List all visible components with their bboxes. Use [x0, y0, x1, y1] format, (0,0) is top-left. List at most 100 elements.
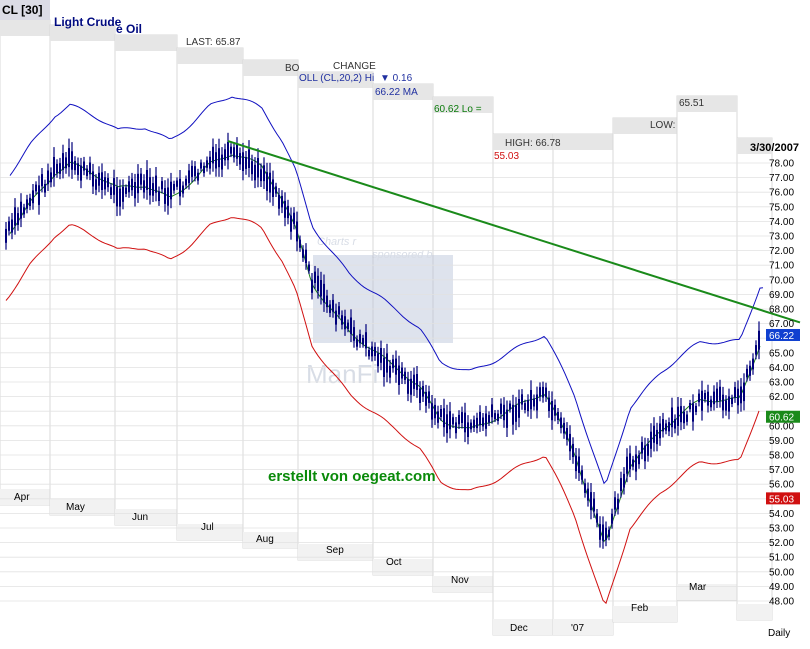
candle-body	[44, 184, 46, 193]
candle-body	[557, 412, 559, 420]
candle-body	[509, 403, 511, 410]
candle-body	[344, 316, 346, 330]
candle-body	[638, 455, 640, 465]
panel-header	[243, 60, 298, 76]
candle-body	[323, 283, 325, 303]
period-label: Daily	[768, 628, 790, 639]
candle-body	[341, 315, 343, 325]
candle-body	[752, 358, 754, 370]
candle-body	[443, 408, 445, 428]
candle-body	[269, 172, 271, 193]
header-low-value: 65.51	[679, 98, 704, 109]
candle-body	[110, 187, 112, 195]
candle-body	[359, 334, 361, 344]
candle-body	[92, 171, 94, 187]
candle-body	[659, 423, 661, 439]
candle-body	[5, 228, 7, 243]
panel-header	[115, 35, 177, 51]
candle-body	[695, 405, 697, 412]
candle-body	[554, 404, 556, 416]
candle-body	[446, 414, 448, 434]
candle-body	[575, 455, 577, 472]
header-last: LAST: 65.87	[186, 37, 241, 48]
candle-body	[620, 478, 622, 492]
candle-body	[581, 470, 583, 480]
header-change: CHANGE	[333, 61, 376, 72]
panel-tile	[432, 96, 494, 593]
candle-body	[149, 177, 151, 196]
candle-body	[113, 178, 115, 195]
candle-body	[758, 330, 760, 350]
candle-body	[131, 178, 133, 191]
candle-body	[644, 445, 646, 462]
candle-body	[281, 195, 283, 208]
candle-body	[80, 165, 82, 181]
candle-body	[191, 165, 193, 177]
header-bol: BO	[285, 63, 300, 74]
candle-body	[689, 403, 691, 410]
panel-tile	[0, 19, 51, 506]
y-tick-label: 73.00	[769, 232, 794, 243]
candle-body	[314, 271, 316, 283]
candle-body	[257, 158, 259, 178]
y-tick-label: 71.00	[769, 261, 794, 272]
watermark-brand: ManFi	[306, 359, 378, 389]
candle-body	[8, 221, 10, 231]
candle-body	[356, 339, 358, 347]
candle-body	[416, 374, 418, 390]
candle-body	[326, 295, 328, 308]
y-tick-label: 51.00	[769, 553, 794, 564]
candle-body	[227, 141, 229, 161]
candle-body	[305, 249, 307, 264]
y-tick-label: 77.00	[769, 173, 794, 184]
watermark-line2: sponsored b	[372, 249, 433, 261]
candle-body	[506, 409, 508, 428]
candle-body	[563, 422, 565, 434]
candle-body	[83, 161, 85, 171]
y-tick-label: 59.00	[769, 436, 794, 447]
candle-body	[32, 190, 34, 204]
candle-body	[485, 413, 487, 429]
y-tick-label: 70.00	[769, 275, 794, 286]
header-name-2: e Oil	[116, 22, 142, 36]
candle-body	[152, 183, 154, 196]
candle-body	[59, 163, 61, 174]
candle-body	[320, 280, 322, 297]
candle-body	[260, 169, 262, 182]
candle-body	[404, 371, 406, 380]
candle-body	[482, 417, 484, 427]
candle-body	[533, 398, 535, 407]
candle-body	[494, 413, 496, 420]
candle-body	[353, 327, 355, 341]
y-tick-label: 75.00	[769, 202, 794, 213]
candle-body	[548, 397, 550, 412]
panel-header	[0, 20, 50, 36]
candle-body	[98, 172, 100, 186]
candle-body	[425, 391, 427, 406]
candle-body	[14, 207, 16, 226]
lower-band	[5, 217, 760, 605]
candle-body	[551, 401, 553, 421]
candle-body	[206, 160, 208, 168]
x-tick-label: Aug	[256, 534, 274, 545]
candle-body	[635, 454, 637, 472]
y-tick-label: 53.00	[769, 524, 794, 535]
candle-body	[701, 390, 703, 411]
badge-lower-label: 55.03	[769, 494, 794, 505]
panel-header	[433, 97, 493, 113]
candle-body	[470, 422, 472, 430]
y-tick-label: 52.00	[769, 538, 794, 549]
candle-body	[23, 207, 25, 215]
candle-body	[203, 165, 205, 174]
panel-header	[677, 96, 737, 112]
candle-body	[56, 163, 58, 174]
candle-body	[308, 264, 310, 271]
candle-body	[104, 177, 106, 190]
candle-body	[296, 221, 298, 242]
candle-body	[41, 174, 43, 187]
header-high: HIGH: 66.78	[505, 138, 561, 149]
candle-body	[401, 367, 403, 379]
candle-body	[455, 422, 457, 434]
candle-body	[668, 422, 670, 432]
